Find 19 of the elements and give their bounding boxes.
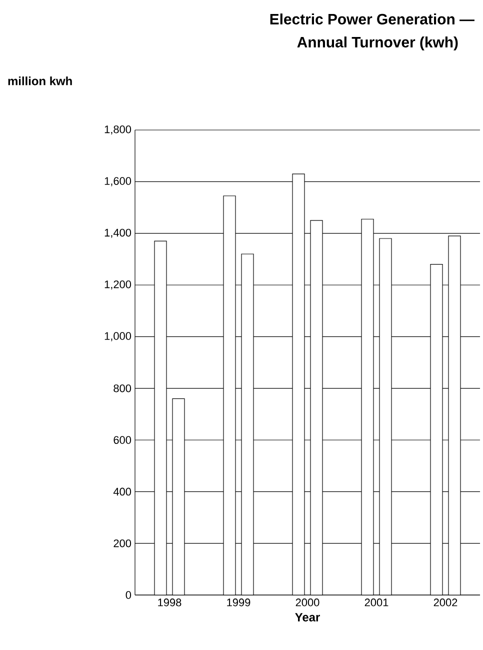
x-tick-label: 2002	[434, 598, 458, 606]
x-tick-label: 1999	[227, 598, 250, 606]
y-tick-label: 1,400	[104, 228, 132, 238]
x-tick-label: 1998	[158, 598, 182, 606]
y-tick-label: 400	[113, 488, 132, 496]
y-tick-label: 1,800	[104, 125, 132, 135]
y-tick-label: 1,000	[104, 332, 132, 342]
y-tick-label: 1,600	[104, 177, 132, 186]
x-tick-label: 2000	[296, 598, 320, 606]
y-tick-label: 800	[114, 384, 132, 392]
chart-title: Electric Power Generation —	[270, 14, 474, 24]
x-tick-label: 2001	[364, 598, 388, 606]
y-tick-label: 200	[114, 539, 132, 548]
x-axis-title: Year	[295, 613, 320, 622]
y-axis-title: million kwh	[8, 76, 72, 86]
y-tick-label: 1,200	[104, 280, 132, 290]
y-tick-label: 0	[126, 591, 132, 599]
chart-subtitle: Annual Turnover (kwh)	[297, 36, 458, 50]
y-tick-label: 600	[114, 436, 132, 444]
